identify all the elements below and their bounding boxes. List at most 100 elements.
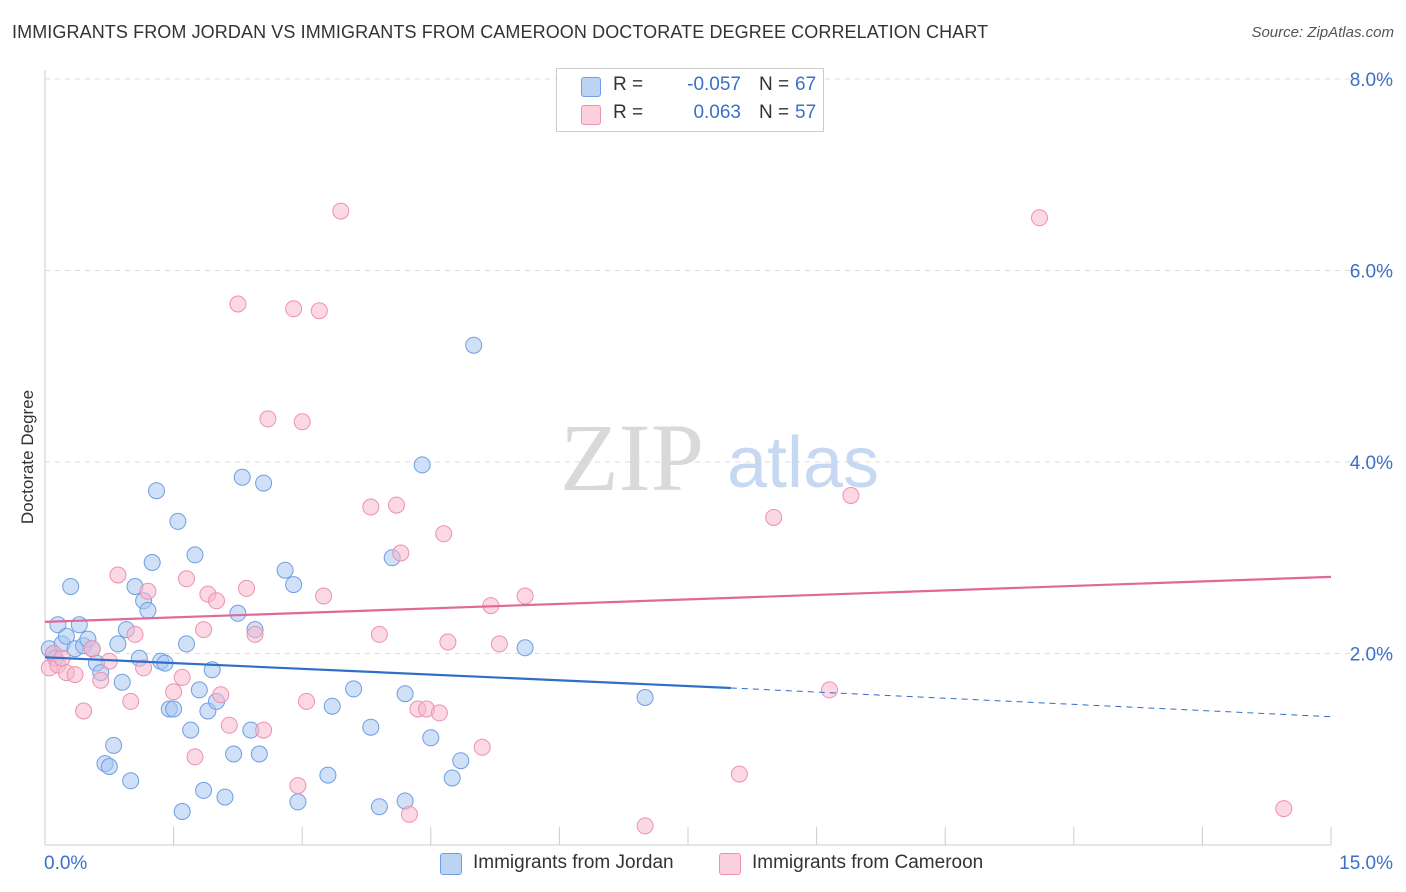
data-point — [362, 718, 380, 736]
data-point — [443, 769, 461, 787]
data-point — [143, 554, 161, 571]
data-point — [490, 635, 508, 653]
r-value: 0.063 — [693, 102, 741, 123]
data-point — [370, 625, 388, 643]
data-point — [100, 758, 118, 775]
data-point — [259, 410, 277, 428]
axes — [44, 70, 1332, 846]
n-value: 67 — [795, 74, 817, 95]
data-point — [250, 745, 268, 763]
data-point — [62, 578, 80, 595]
data-point — [148, 482, 165, 500]
y-axis-label: Doctorate Degree — [18, 390, 37, 524]
y-tick-label: 2.0% — [1350, 645, 1393, 666]
legend-label: Immigrants from Jordan — [473, 852, 674, 873]
data-point — [182, 721, 200, 739]
data-point — [1031, 209, 1048, 227]
data-point — [212, 686, 230, 704]
data-point — [113, 673, 131, 691]
data-point — [842, 487, 860, 504]
r-value: -0.057 — [687, 74, 741, 95]
data-point — [293, 413, 311, 431]
trend-lines — [44, 575, 1332, 718]
watermark: ZIP atlas — [560, 404, 879, 511]
data-point — [178, 635, 195, 653]
data-point — [473, 738, 491, 756]
data-point — [400, 805, 418, 823]
data-point — [139, 601, 157, 619]
data-point — [122, 692, 140, 710]
data-point — [388, 496, 405, 514]
cameroon-swatch — [581, 105, 601, 125]
stats-box: R = -0.057 N = 67 R = 0.063 N = 57 — [556, 68, 824, 132]
data-point — [208, 592, 225, 610]
data-point — [439, 633, 457, 651]
data-point — [370, 798, 388, 816]
data-point — [195, 621, 213, 639]
data-point — [315, 587, 333, 605]
n-label: N = — [759, 102, 790, 123]
legend-label: Immigrants from Cameroon — [752, 852, 984, 873]
data-point — [255, 474, 273, 492]
series-cameroon — [40, 202, 1293, 835]
data-point — [178, 570, 195, 588]
data-point — [285, 576, 303, 594]
data-point — [225, 745, 243, 763]
data-point — [310, 302, 328, 320]
cameroon-swatch — [719, 853, 741, 875]
r-label: R = — [613, 102, 644, 123]
source-label: Source: ZipAtlas.com — [1251, 24, 1394, 41]
watermark-zip: ZIP — [560, 404, 704, 511]
data-point — [821, 681, 838, 699]
data-point — [220, 716, 238, 734]
trend-line-cameroon — [44, 575, 1332, 624]
jordan-swatch — [440, 853, 462, 875]
data-point — [165, 683, 183, 701]
data-point — [298, 692, 315, 710]
x-tick-label: 0.0% — [44, 853, 87, 874]
data-point — [516, 639, 534, 657]
data-point — [105, 736, 123, 754]
data-point — [233, 468, 251, 486]
data-point — [109, 566, 127, 584]
data-point — [465, 336, 483, 354]
data-point — [332, 202, 350, 220]
trend-line-jordan — [44, 656, 731, 690]
data-point — [186, 748, 204, 766]
data-point — [396, 685, 414, 703]
data-point — [66, 666, 84, 684]
data-point — [636, 817, 654, 835]
data-point — [289, 793, 307, 811]
x-tick-label: 15.0% — [1339, 853, 1393, 874]
n-value: 57 — [795, 102, 817, 123]
data-point — [285, 300, 303, 318]
grid — [45, 78, 1390, 654]
data-point — [190, 681, 208, 699]
data-point — [289, 777, 307, 795]
n-label: N = — [759, 74, 790, 95]
data-point — [57, 627, 75, 645]
data-point — [92, 671, 110, 689]
data-point — [238, 579, 255, 597]
data-point — [276, 561, 294, 579]
data-point — [636, 689, 654, 706]
data-point — [392, 544, 410, 562]
data-point — [83, 640, 101, 658]
data-point — [173, 668, 191, 686]
data-point — [246, 625, 264, 643]
data-point — [186, 546, 204, 564]
data-point — [75, 702, 93, 720]
data-point — [169, 512, 187, 530]
data-point — [195, 781, 213, 799]
data-point — [70, 616, 88, 634]
data-point — [435, 525, 453, 543]
data-point — [319, 766, 337, 784]
tick-labels: 2.0% 4.0% 6.0% 8.0% 0.0% 15.0% — [44, 70, 1393, 874]
data-point — [345, 680, 363, 698]
y-tick-label: 8.0% — [1350, 70, 1393, 91]
y-tick-label: 6.0% — [1350, 262, 1393, 283]
chart-title: IMMIGRANTS FROM JORDAN VS IMMIGRANTS FRO… — [12, 22, 989, 42]
data-point — [255, 721, 273, 739]
data-point — [765, 509, 783, 526]
